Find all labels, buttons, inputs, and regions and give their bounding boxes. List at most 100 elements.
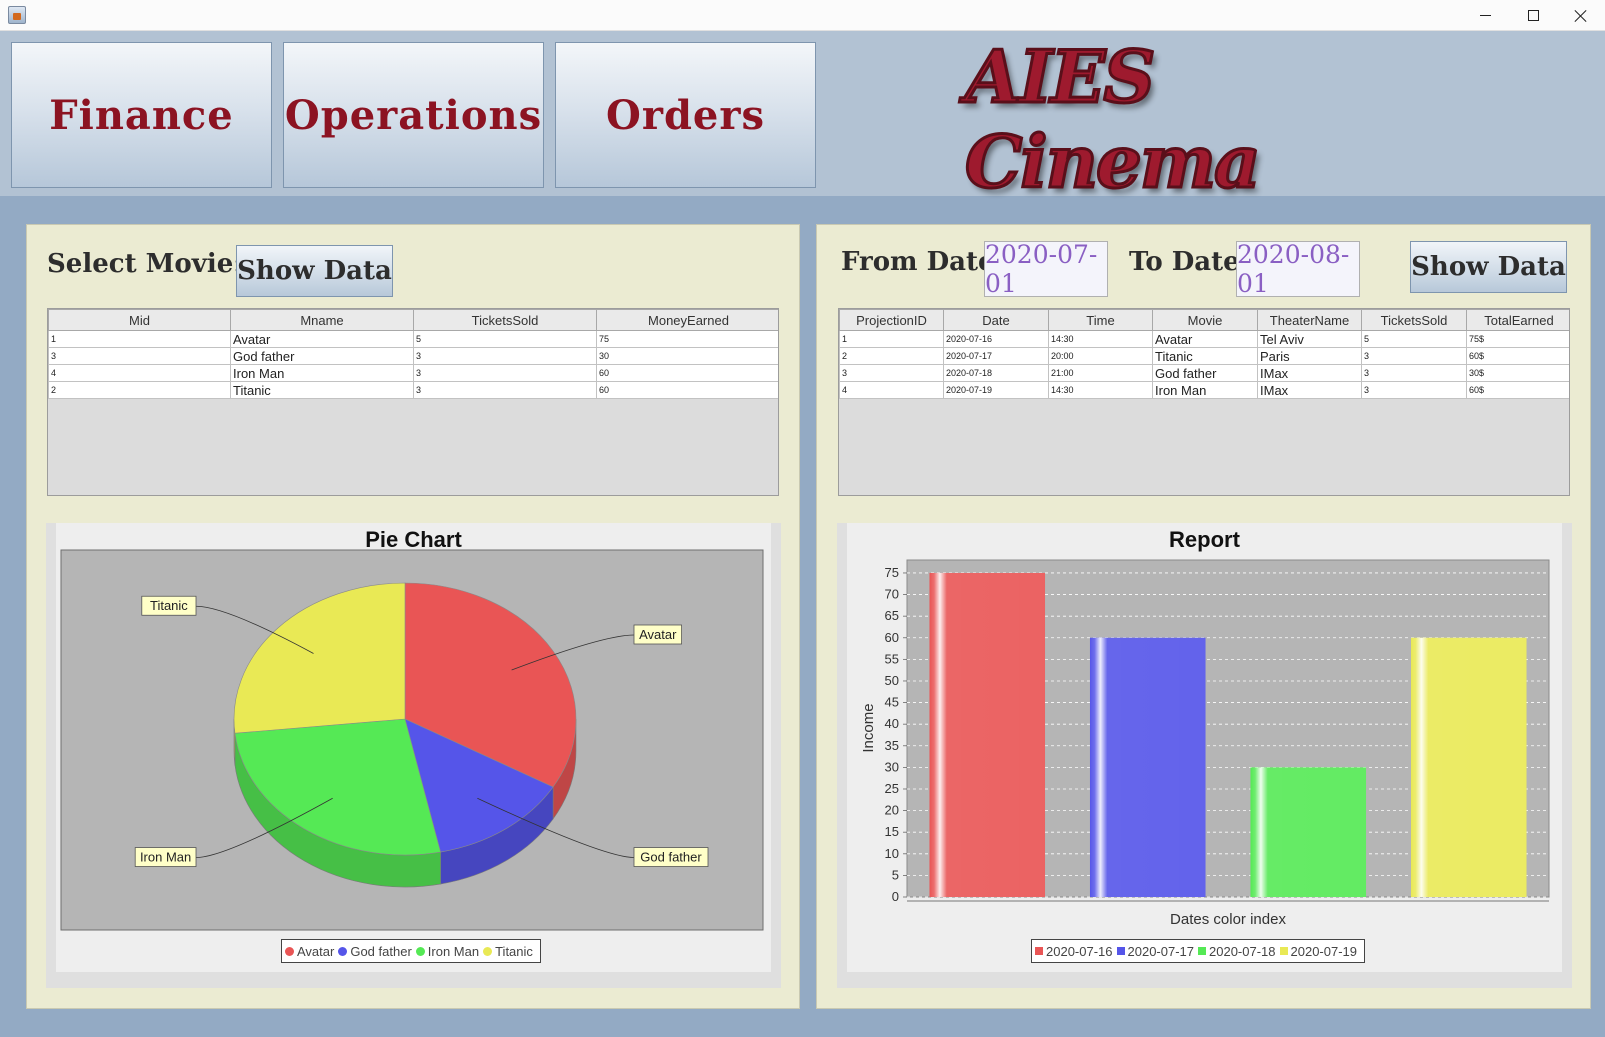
y-tick-label: 25 xyxy=(885,781,899,796)
title-bar xyxy=(0,0,1605,31)
column-header[interactable]: TicketsSold xyxy=(413,309,597,331)
legend-item: 2020-07-16 xyxy=(1035,944,1113,959)
pie-label-connector xyxy=(511,634,635,671)
pie-label-box xyxy=(134,847,197,867)
legend-label: Titanic xyxy=(495,943,533,959)
date-show-data-button[interactable]: Show Data xyxy=(1410,241,1567,293)
table-row[interactable]: 3 2020-07-18 21:00 God father IMax 3 30$ xyxy=(839,364,1569,382)
table-cell: Avatar xyxy=(1152,330,1258,348)
table-cell: 60$ xyxy=(1466,381,1569,399)
column-header[interactable]: Mname xyxy=(230,309,414,331)
table-row[interactable]: 2 2020-07-17 20:00 Titanic Paris 3 60$ xyxy=(839,347,1569,365)
pie-chart-svg: Avatar God father Iron Man Titanic xyxy=(60,549,764,931)
movie-table: Mid Mname TicketsSold MoneyEarned 1 Avata… xyxy=(47,308,779,496)
table-cell: 4 xyxy=(839,381,944,399)
y-tick-label: 20 xyxy=(885,803,899,818)
pie-slice-titanic[interactable] xyxy=(233,582,406,734)
table-row[interactable]: 4 Iron Man 3 60 xyxy=(48,364,778,382)
minimize-button[interactable] xyxy=(1462,0,1508,31)
legend-swatch xyxy=(338,946,348,956)
legend-swatch xyxy=(1035,947,1043,955)
column-header[interactable]: Time xyxy=(1048,309,1153,331)
column-header[interactable]: Movie xyxy=(1152,309,1258,331)
table-cell: 75 xyxy=(596,330,778,348)
legend-label: 2020-07-16 xyxy=(1046,943,1113,959)
close-button[interactable] xyxy=(1557,0,1603,31)
column-header[interactable]: TicketsSold xyxy=(1361,309,1467,331)
legend-item: Iron Man xyxy=(415,943,480,959)
table-cell: Titanic xyxy=(1152,347,1258,365)
table-cell: Paris xyxy=(1257,347,1362,365)
maximize-icon xyxy=(1527,10,1539,21)
y-tick-label: 60 xyxy=(885,630,899,645)
pie-label-connector xyxy=(195,605,314,654)
table-cell: 4 xyxy=(48,364,231,382)
bar-highlight xyxy=(1410,637,1527,897)
legend-label: 2020-07-19 xyxy=(1290,943,1358,959)
maximize-button[interactable] xyxy=(1510,0,1556,31)
y-tick-label: 35 xyxy=(885,738,899,753)
bar-legend: 2020-07-16 2020-07-17 2020-07-18 2020-07… xyxy=(1031,939,1365,963)
y-tick-label: 45 xyxy=(885,695,899,710)
bar-chart-title: Report xyxy=(1169,527,1240,552)
pie-label-box xyxy=(141,595,197,616)
table-cell: 14:30 xyxy=(1048,381,1153,399)
pie-slice-avatar[interactable] xyxy=(404,582,577,788)
legend-label: 2020-07-17 xyxy=(1127,943,1195,959)
column-header[interactable]: MoneyEarned xyxy=(596,309,778,331)
table-cell: 14:30 xyxy=(1048,330,1153,348)
table-cell: Iron Man xyxy=(230,364,414,382)
y-tick-label: 10 xyxy=(885,846,899,861)
table-row[interactable]: 1 Avatar 5 75 xyxy=(48,330,778,348)
bar-chart-panel: Report Income Dates color index 0 5 10 15 20… xyxy=(837,523,1572,988)
pie-label: Avatar xyxy=(639,627,677,642)
column-header[interactable]: TheaterName xyxy=(1257,309,1362,331)
finance-button[interactable]: Finance xyxy=(11,42,272,188)
pie-label-box xyxy=(633,847,709,867)
table-cell: 2020-07-17 xyxy=(943,347,1049,365)
legend-label: God father xyxy=(350,943,412,959)
table-cell: Avatar xyxy=(230,330,414,348)
legend-label: Iron Man xyxy=(427,943,480,959)
table-row[interactable]: 2 Titanic 3 60 xyxy=(48,381,778,399)
legend-item: 2020-07-19 xyxy=(1279,943,1358,959)
y-tick-label: 75 xyxy=(885,565,899,580)
table-cell: 20:00 xyxy=(1048,347,1153,365)
table-cell: 3 xyxy=(413,347,597,365)
to-date-field[interactable]: 2020-08-01 xyxy=(1236,240,1360,298)
pie-slice-god-father[interactable] xyxy=(404,718,554,853)
bar-highlight xyxy=(1089,637,1206,897)
pie-chart-panel: Pie Chart Avatar God father Iron Man Titani… xyxy=(46,523,781,988)
movie-show-data-button[interactable]: Show Data xyxy=(236,245,393,297)
table-cell: 2 xyxy=(48,381,231,399)
column-header[interactable]: ProjectionID xyxy=(839,309,944,331)
table-cell: 30 xyxy=(596,347,778,365)
table-cell: Tel Aviv xyxy=(1257,330,1362,348)
y-tick-label: 65 xyxy=(885,608,899,623)
pie-label-connector xyxy=(477,797,635,858)
table-row[interactable]: 1 2020-07-16 14:30 Avatar Tel Aviv 5 75$ xyxy=(839,330,1569,348)
column-header[interactable]: TotalEarned xyxy=(1466,309,1569,331)
column-header[interactable]: Mid xyxy=(48,309,231,331)
pie-slice-iron-man[interactable] xyxy=(234,718,441,856)
table-row[interactable]: 4 2020-07-19 14:30 Iron Man IMax 3 60$ xyxy=(839,381,1569,399)
operations-button[interactable]: Operations xyxy=(283,42,544,188)
top-navigation: Finance Operations Orders AIES Cinema xyxy=(0,31,1605,206)
legend-swatch xyxy=(415,946,425,956)
legend-item: Titanic xyxy=(483,944,533,959)
select-movie-label: Select Movie: xyxy=(47,249,243,279)
table-cell: 2020-07-16 xyxy=(943,330,1049,348)
legend-item: God father xyxy=(338,943,412,959)
column-header[interactable]: Date xyxy=(943,309,1049,331)
pie-chart-area: Pie Chart Avatar God father Iron Man Titani… xyxy=(56,523,771,972)
orders-button[interactable]: Orders xyxy=(555,42,816,188)
pie-label: Iron Man xyxy=(140,850,191,865)
from-date-field[interactable]: 2020-07-01 xyxy=(984,240,1108,298)
table-row[interactable]: 3 God father 3 30 xyxy=(48,347,778,365)
pie-legend: Avatar God father Iron Man Titanic xyxy=(281,939,541,963)
pie-label: God father xyxy=(640,850,702,865)
table-cell: Titanic xyxy=(230,381,414,399)
pie-label-connector xyxy=(195,797,333,858)
table-cell: 3 xyxy=(413,364,597,382)
